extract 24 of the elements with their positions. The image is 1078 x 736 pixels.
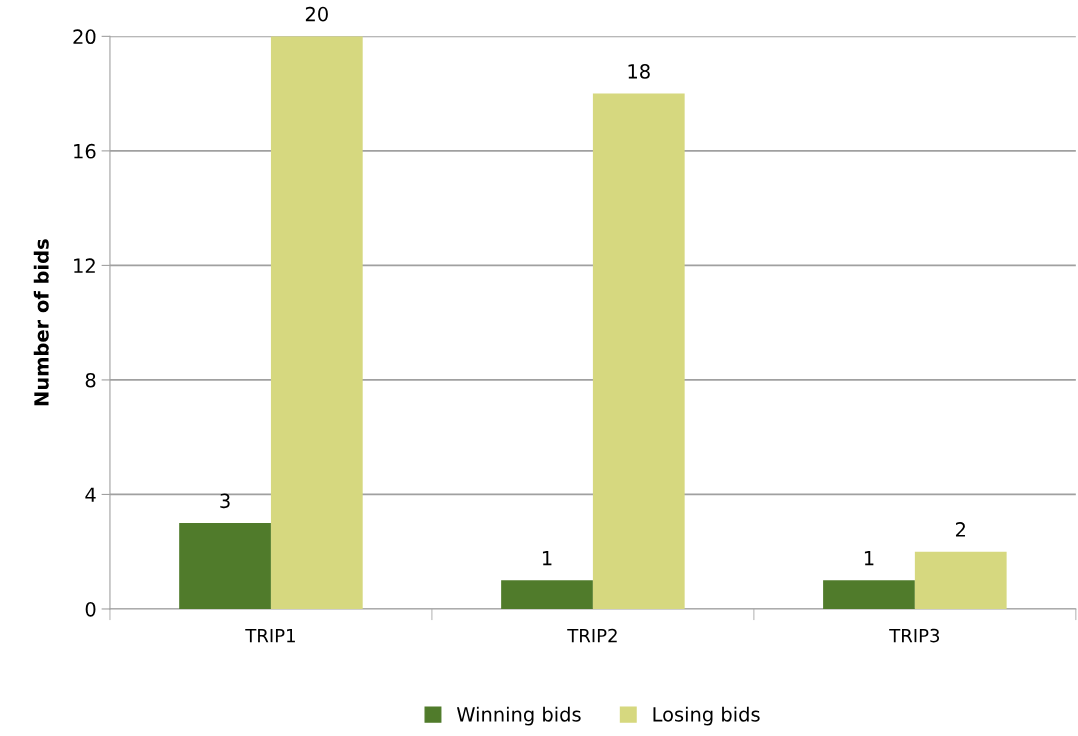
y-axis-title: Number of bids bbox=[33, 239, 49, 406]
bar bbox=[592, 93, 685, 609]
bar bbox=[270, 36, 363, 609]
bar bbox=[179, 523, 271, 609]
y-tick-label: 16 bbox=[74, 143, 96, 159]
x-tick-label: TRIP2 bbox=[567, 628, 617, 643]
y-tick-label: 0 bbox=[85, 601, 96, 617]
bar bbox=[914, 551, 1007, 609]
x-tick-label: TRIP1 bbox=[245, 628, 295, 643]
legend-label: Winning bids bbox=[456, 706, 581, 726]
x-tick-label: TRIP3 bbox=[889, 628, 940, 643]
data-label: 2 bbox=[955, 522, 965, 537]
y-tick-label: 20 bbox=[73, 29, 96, 45]
y-tick-label: 8 bbox=[85, 372, 96, 388]
bar bbox=[823, 580, 915, 609]
data-label: 1 bbox=[542, 551, 552, 566]
y-tick-label: 4 bbox=[85, 487, 96, 502]
bar bbox=[501, 580, 593, 609]
data-label: 20 bbox=[305, 6, 328, 22]
data-label: 1 bbox=[864, 551, 874, 566]
legend-label: Losing bids bbox=[653, 706, 760, 726]
y-tick-label: 12 bbox=[74, 258, 95, 273]
data-label: 18 bbox=[628, 64, 650, 79]
data-label: 3 bbox=[220, 493, 230, 509]
